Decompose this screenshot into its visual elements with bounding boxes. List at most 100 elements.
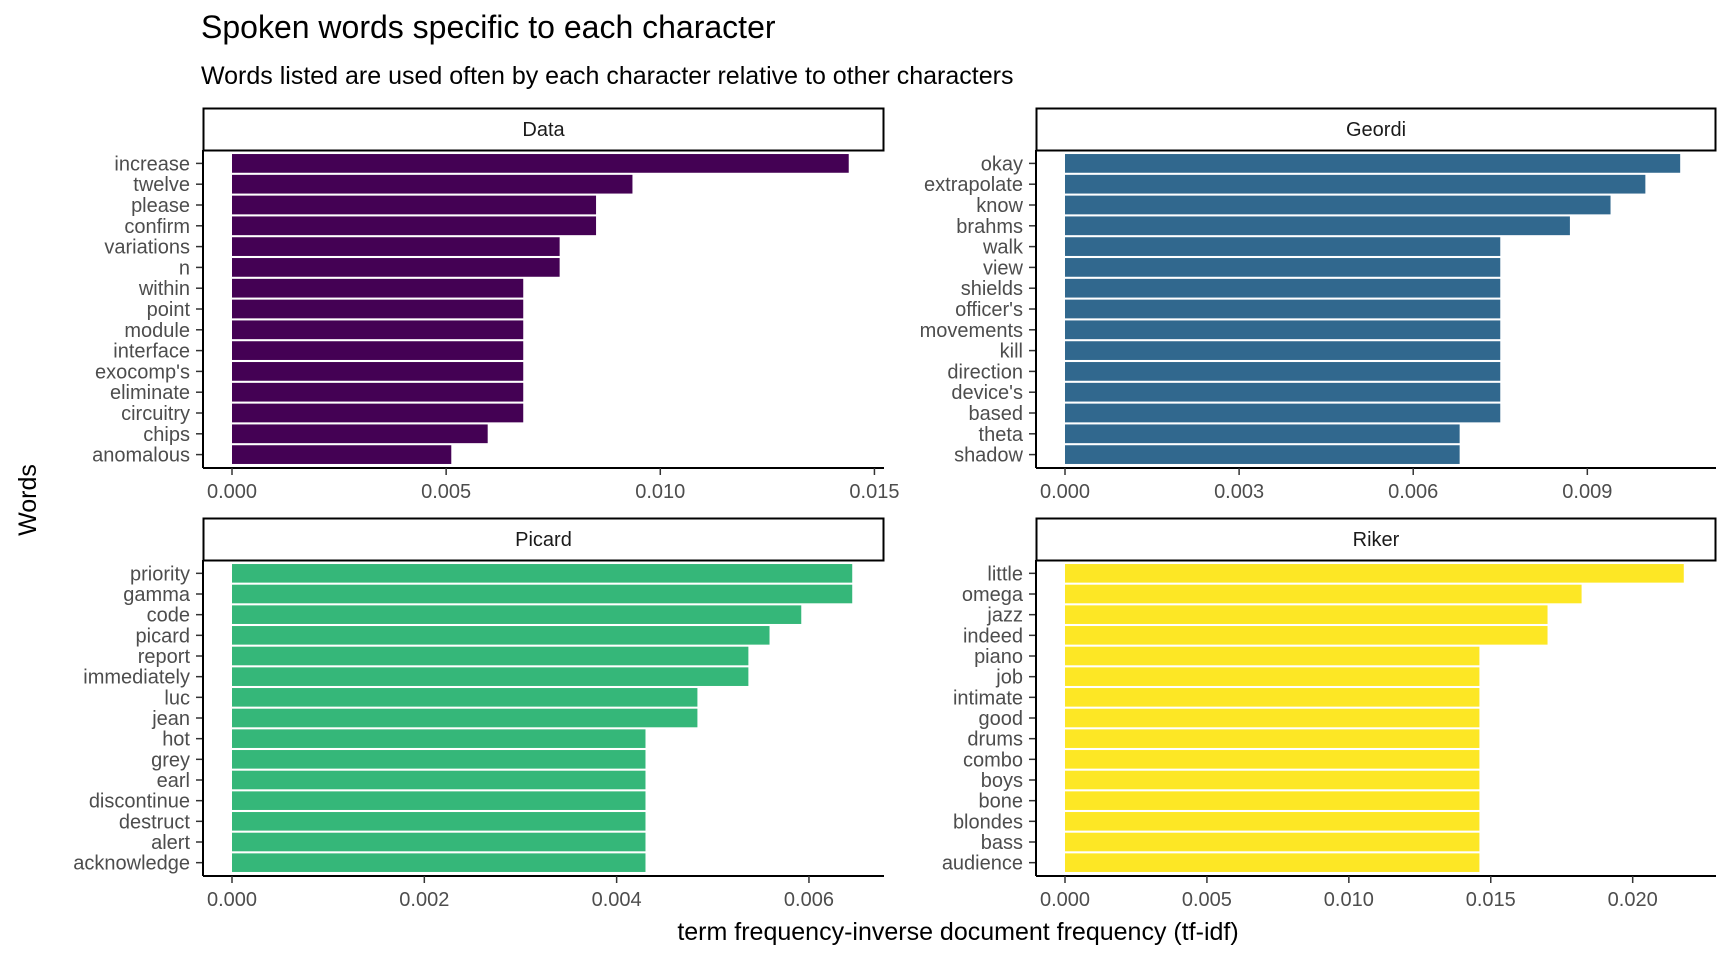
bar-data-point: [232, 299, 524, 319]
category-label-riker: omega: [962, 584, 1024, 606]
bar-riker-intimate: [1065, 688, 1480, 707]
x-tick-label-picard: 0.006: [784, 889, 834, 911]
bar-geordi-brahms: [1065, 216, 1570, 236]
category-label-riker: jazz: [986, 605, 1023, 627]
x-tick-label-riker: 0.005: [1182, 889, 1232, 911]
bar-picard-gamma: [232, 584, 853, 604]
category-label-picard: report: [138, 646, 191, 668]
bar-data-within: [232, 278, 524, 298]
bar-picard-destruct: [232, 812, 646, 831]
bar-riker-omega: [1065, 584, 1582, 604]
x-tick-label-geordi: 0.000: [1040, 481, 1090, 503]
strip-box-picard: [202, 517, 885, 562]
category-label-picard: jean: [151, 708, 190, 730]
strip-label-geordi: Geordi: [1346, 119, 1406, 141]
bar-data-variations: [232, 237, 560, 256]
category-label-riker: audience: [942, 853, 1023, 875]
category-label-picard: grey: [151, 749, 190, 771]
category-label-riker: bass: [981, 832, 1023, 854]
category-label-picard: gamma: [123, 584, 191, 606]
bar-riker-little: [1065, 564, 1684, 583]
category-label-riker: job: [995, 667, 1023, 689]
category-label-riker: little: [987, 563, 1023, 585]
facet-geordi: Geordiokayextrapolateknowbrahmswalkviews…: [920, 107, 1717, 503]
bar-riker-blondes: [1065, 812, 1480, 831]
category-label-picard: picard: [136, 625, 190, 647]
chart-title: Spoken words specific to each character: [201, 9, 776, 45]
bar-data-module: [232, 320, 524, 340]
category-label-riker: intimate: [953, 687, 1023, 709]
category-label-data: n: [179, 257, 190, 279]
category-label-geordi: okay: [981, 153, 1023, 175]
category-label-geordi: view: [983, 257, 1024, 279]
bar-geordi-walk: [1065, 237, 1501, 256]
category-label-picard: priority: [130, 563, 190, 585]
category-label-data: within: [138, 278, 190, 300]
category-label-picard: immediately: [83, 667, 190, 689]
bar-data-please: [232, 195, 597, 215]
category-label-data: eliminate: [110, 382, 190, 404]
category-label-data: point: [147, 299, 191, 321]
y-axis-title: Words: [14, 464, 42, 536]
category-label-geordi: theta: [979, 424, 1024, 446]
bar-geordi-kill: [1065, 341, 1501, 360]
category-label-geordi: officer's: [955, 299, 1023, 321]
x-tick-label-data: 0.000: [207, 481, 257, 503]
strip-box-data: [202, 107, 885, 152]
bar-data-confirm: [232, 216, 597, 236]
bar-picard-hot: [232, 729, 646, 748]
category-label-geordi: know: [976, 195, 1023, 217]
x-tick-label-data: 0.015: [849, 481, 899, 503]
category-label-data: anomalous: [92, 445, 190, 467]
x-tick-label-picard: 0.004: [592, 889, 642, 911]
category-label-geordi: movements: [920, 320, 1023, 342]
bar-riker-indeed: [1065, 626, 1548, 645]
x-tick-label-riker: 0.015: [1466, 889, 1516, 911]
bar-data-anomalous: [232, 445, 452, 464]
bar-geordi-shadow: [1065, 445, 1460, 464]
bar-picard-jean: [232, 708, 698, 728]
bar-picard-luc: [232, 688, 698, 707]
bar-riker-bass: [1065, 832, 1480, 852]
bar-picard-code: [232, 605, 802, 624]
x-tick-label-data: 0.010: [635, 481, 685, 503]
category-label-data: module: [124, 320, 190, 342]
bar-riker-job: [1065, 667, 1480, 686]
bar-geordi-shields: [1065, 278, 1501, 298]
category-label-data: increase: [114, 153, 190, 175]
bar-geordi-theta: [1065, 424, 1460, 444]
category-label-data: variations: [104, 237, 190, 259]
facet-panels: Data increasetwelvepleaseconfirmvariation…: [73, 107, 1717, 911]
category-label-geordi: device's: [951, 382, 1023, 404]
category-label-riker: blondes: [953, 811, 1023, 833]
x-tick-label-geordi: 0.006: [1388, 481, 1438, 503]
bar-picard-earl: [232, 770, 646, 790]
bar-picard-picard: [232, 626, 770, 645]
bar-geordi-extrapolate: [1065, 174, 1646, 194]
category-label-riker: drums: [967, 729, 1023, 751]
bar-geordi-view: [1065, 258, 1501, 277]
bar-data-n: [232, 258, 560, 277]
category-label-geordi: direction: [947, 361, 1023, 383]
bar-riker-bone: [1065, 791, 1480, 810]
bar-picard-discontinue: [232, 791, 646, 810]
category-label-picard: acknowledge: [73, 853, 190, 875]
bar-geordi-okay: [1065, 154, 1681, 173]
bar-picard-grey: [232, 750, 646, 769]
x-tick-label-picard: 0.002: [399, 889, 449, 911]
category-label-data: exocomp's: [95, 361, 190, 383]
category-label-geordi: based: [969, 403, 1024, 425]
chart-subtitle: Words listed are used often by each char…: [201, 62, 1013, 90]
bar-data-eliminate: [232, 382, 524, 402]
category-label-picard: hot: [162, 729, 190, 751]
category-label-data: interface: [113, 341, 190, 363]
strip-box-riker: [1035, 517, 1717, 562]
category-label-riker: bone: [979, 791, 1024, 813]
category-label-data: confirm: [124, 216, 190, 238]
category-label-geordi: shadow: [954, 445, 1023, 467]
category-label-geordi: walk: [982, 237, 1024, 259]
x-tick-label-geordi: 0.009: [1562, 481, 1612, 503]
bar-picard-report: [232, 646, 749, 666]
bar-geordi-officers: [1065, 299, 1501, 319]
category-label-geordi: brahms: [956, 216, 1023, 238]
